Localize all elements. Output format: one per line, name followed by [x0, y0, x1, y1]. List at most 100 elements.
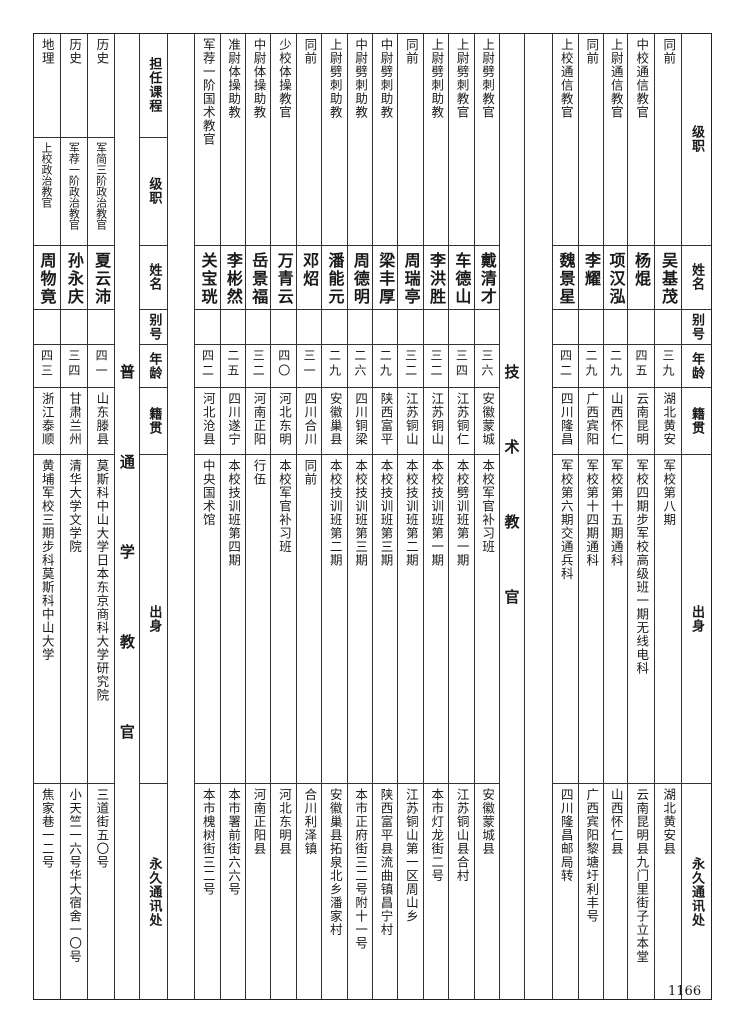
section-title: 技术教官 [502, 364, 521, 664]
cell-native: 云南昆明 [628, 388, 654, 456]
table-row: 上校通信教官 魏景星 四二 四川隆昌 军校第六期交通兵科 四川隆昌邮局转 [552, 34, 578, 999]
cell-address: 江苏铜山县合村 [454, 788, 470, 883]
cell-name: 梁丰厚 [373, 246, 398, 311]
cell-rank: 上尉劈刺教官 [449, 34, 474, 246]
cell-age: 三二 [398, 345, 423, 389]
cell-native: 江苏铜山 [423, 388, 449, 456]
cell-age: 四二 [553, 345, 578, 389]
cell-origin: 本校技训班第三期 [373, 455, 398, 785]
cell-age: 二六 [347, 345, 373, 389]
cell-name: 车德山 [449, 246, 474, 311]
cell-alias [296, 310, 322, 346]
cell-address: 云南昆明县九门里街子立本堂 [634, 788, 650, 964]
cell-alias [423, 310, 449, 346]
cell-address: 安徽蒙城县 [480, 788, 496, 856]
cell-name: 项汉泓 [604, 246, 627, 311]
table-row: 少校体操教官 万青云 四〇 河北东明 本校军官补习班 河北东明县 [270, 34, 296, 999]
cell-age: 二九 [322, 345, 347, 389]
table-row: 上尉劈刺教官 车德山 三四 江苏铜仁 本校劈训班第一期 江苏铜山县合村 [448, 34, 474, 999]
cell-native: 江苏铜仁 [449, 388, 474, 456]
cell-rank: 上尉劈刺助教 [423, 34, 449, 246]
cell-native: 河北东明 [271, 388, 296, 456]
cell-age: 四二 [195, 345, 220, 389]
cell-alias [604, 310, 627, 346]
header-age: 年龄 [140, 345, 168, 389]
roster-table: 级职 姓名 别号 年龄 籍贯 出身 永久通讯处 同前 吴基茂 三九 湖北黄安 军校第八期 湖北黄安县 中校… [33, 33, 712, 1000]
table-row: 历史 军简三阶政治教官 夏云沛 四一 山东滕县 莫斯科中山大学日本东京商科大学研究院 三道街… [87, 34, 115, 999]
cell-name: 万青云 [271, 246, 296, 311]
cell-rank: 同前 [655, 34, 681, 246]
cell-age: 四一 [88, 345, 115, 389]
cell-native: 湖北黄安 [655, 388, 681, 456]
cell-name: 孙永庆 [60, 246, 88, 311]
cell-address: 四川隆昌邮局转 [558, 788, 574, 883]
cell-origin: 本校劈训班第一期 [449, 455, 474, 785]
cell-name: 关宝珖 [195, 246, 220, 311]
cell-native: 山东滕县 [88, 388, 115, 456]
cell-rank: 军简三阶政治教官 [88, 138, 115, 246]
header-alias: 别号 [682, 310, 711, 346]
header-rank: 级职 [682, 34, 711, 246]
cell-alias [655, 310, 681, 346]
header-alias: 别号 [140, 310, 168, 346]
cell-alias [271, 310, 296, 346]
cell-alias [347, 310, 373, 346]
section-label-column: 普通学教官 [114, 34, 139, 999]
cell-address: 本市灯龙街二号 [429, 788, 445, 883]
table-row: 上尉劈刺教官 戴清才 三六 安徽蒙城 本校军官补习班 安徽蒙城县 [473, 34, 499, 999]
cell-age: 三一 [296, 345, 322, 389]
cell-rank: 中尉体操助教 [246, 34, 271, 246]
cell-age: 三九 [655, 345, 681, 389]
cell-name: 李洪胜 [423, 246, 449, 311]
cell-origin: 本校技训班第三期 [347, 455, 373, 785]
cell-origin: 本校技训班第二期 [398, 455, 423, 785]
cell-alias [246, 310, 271, 346]
cell-address: 安徽巢县拓泉北乡潘家村 [327, 788, 343, 937]
cell-native: 山西怀仁 [604, 388, 627, 456]
cell-alias [553, 310, 578, 346]
cell-origin: 同前 [296, 455, 322, 785]
table-row: 同前 李耀 二九 广西宾阳 军校第十四期通科 广西宾阳黎塘圩利丰号 [578, 34, 603, 999]
cell-name: 吴基茂 [655, 246, 681, 311]
header-native: 籍贯 [140, 388, 168, 456]
cell-alias [474, 310, 499, 346]
cell-name: 邓炤 [296, 246, 322, 311]
cell-rank: 中校通信教官 [628, 34, 654, 246]
cell-address: 湖北黄安县 [661, 788, 677, 856]
cell-origin: 军校第八期 [655, 455, 681, 785]
cell-origin: 军校四期步军校高级班一期无线电科 [628, 455, 654, 785]
cell-rank: 少校体操教官 [271, 34, 296, 246]
header-name: 姓名 [140, 246, 168, 311]
cell-alias [579, 310, 603, 346]
table-row: 同前 周瑞亭 三二 江苏铜山 本校技训班第二期 江苏铜山第一区周山乡 [397, 34, 423, 999]
header-course: 担任课程 [140, 34, 168, 138]
section-title: 普通学教官 [117, 364, 136, 814]
cell-native: 四川合川 [296, 388, 322, 456]
cell-name: 潘能元 [322, 246, 347, 311]
cell-alias [220, 310, 246, 346]
cell-age: 三二 [246, 345, 271, 389]
cell-origin: 本校技训班第一期 [423, 455, 449, 785]
cell-alias [373, 310, 398, 346]
cell-name: 周瑞亭 [398, 246, 423, 311]
cell-native: 江苏铜山 [398, 388, 423, 456]
cell-alias [449, 310, 474, 346]
cell-alias [195, 310, 220, 346]
cell-native: 甘肃兰州 [60, 388, 88, 456]
cell-native: 浙江泰顺 [33, 388, 60, 456]
cell-age: 二九 [604, 345, 627, 389]
cell-origin: 军校第六期交通兵科 [553, 455, 578, 785]
cell-native: 河北沧县 [195, 388, 220, 456]
table-row: 中校通信教官 杨焜 四五 云南昆明 军校四期步军校高级班一期无线电科 云南昆明县九门里街子… [627, 34, 654, 999]
cell-origin: 军校第十四期通科 [579, 455, 603, 785]
cell-address: 焦家巷一二号 [39, 788, 55, 870]
cell-rank: 军荐一阶政治教官 [60, 138, 88, 246]
table-row: 历史 军荐一阶政治教官 孙永庆 三四 甘肃兰州 清华大学文学院 小天竺一六号华大宿舍一〇号 [59, 34, 88, 999]
cell-native: 安徽巢县 [322, 388, 347, 456]
cell-origin: 本校技训班第二期 [322, 455, 347, 785]
cell-address: 陕西富平县流曲镇昌宁村 [378, 788, 394, 937]
table-row: 地理 上校政治教官 周物竟 四三 浙江泰顺 黄埔军校三期步科莫斯科中山大学 焦家巷一二号 [33, 34, 60, 999]
cell-rank: 同前 [579, 34, 603, 246]
cell-address: 本市署前街六六号 [226, 788, 242, 897]
cell-origin: 本校军官补习班 [474, 455, 499, 785]
